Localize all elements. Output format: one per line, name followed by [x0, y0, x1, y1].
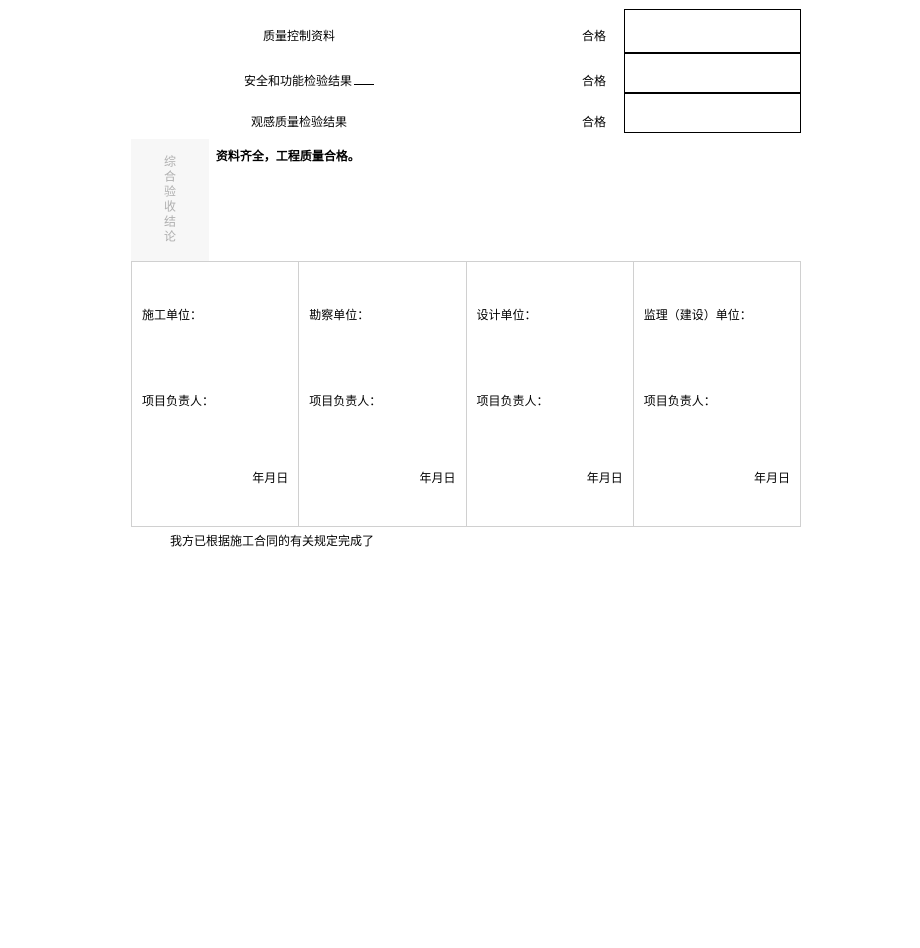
sig-unit-3: 设计单位： — [477, 306, 537, 323]
sig-person-3: 项目负责人： — [477, 392, 549, 409]
sig-date-2: 年月日 — [419, 469, 455, 486]
conclusion-side-label: 综合验收结论 — [162, 155, 179, 245]
sig-date-1: 年月日 — [252, 469, 288, 486]
inspection-result-2: 合格 — [582, 72, 606, 89]
footer-text: 我方已根据施工合同的有关规定完成了 — [170, 532, 374, 549]
conclusion-side-box: 综合验收结论 — [131, 139, 209, 261]
inspection-label-3: 观感质量检验结果 — [251, 113, 347, 130]
sig-unit-4: 监理（建设）单位： — [644, 306, 752, 323]
sig-date-4: 年月日 — [754, 469, 790, 486]
sig-col-1: 施工单位： 项目负责人： 年月日 — [132, 262, 299, 526]
inspection-label-2: 安全和功能检验结果 — [244, 72, 374, 89]
inspection-box-1 — [624, 9, 801, 53]
sig-person-1: 项目负责人： — [142, 392, 214, 409]
inspection-box-2 — [624, 53, 801, 93]
inspection-result-3: 合格 — [582, 113, 606, 130]
inspection-result-1: 合格 — [582, 27, 606, 44]
inspection-label-1: 质量控制资料 — [263, 27, 335, 44]
signature-table: 施工单位： 项目负责人： 年月日 勘察单位： 项目负责人： 年月日 设计单位： … — [131, 261, 801, 527]
sig-person-4: 项目负责人： — [644, 392, 716, 409]
inspection-label-2-text: 安全和功能检验结果 — [244, 74, 352, 88]
conclusion-text: 资料齐全，工程质量合格。 — [216, 147, 360, 164]
sig-unit-2: 勘察单位： — [309, 306, 369, 323]
sig-person-2: 项目负责人： — [309, 392, 381, 409]
inspection-box-3 — [624, 93, 801, 133]
sig-col-4: 监理（建设）单位： 项目负责人： 年月日 — [634, 262, 800, 526]
sig-date-3: 年月日 — [587, 469, 623, 486]
sig-col-2: 勘察单位： 项目负责人： 年月日 — [299, 262, 466, 526]
sig-unit-1: 施工单位： — [142, 306, 202, 323]
sig-col-3: 设计单位： 项目负责人： 年月日 — [467, 262, 634, 526]
